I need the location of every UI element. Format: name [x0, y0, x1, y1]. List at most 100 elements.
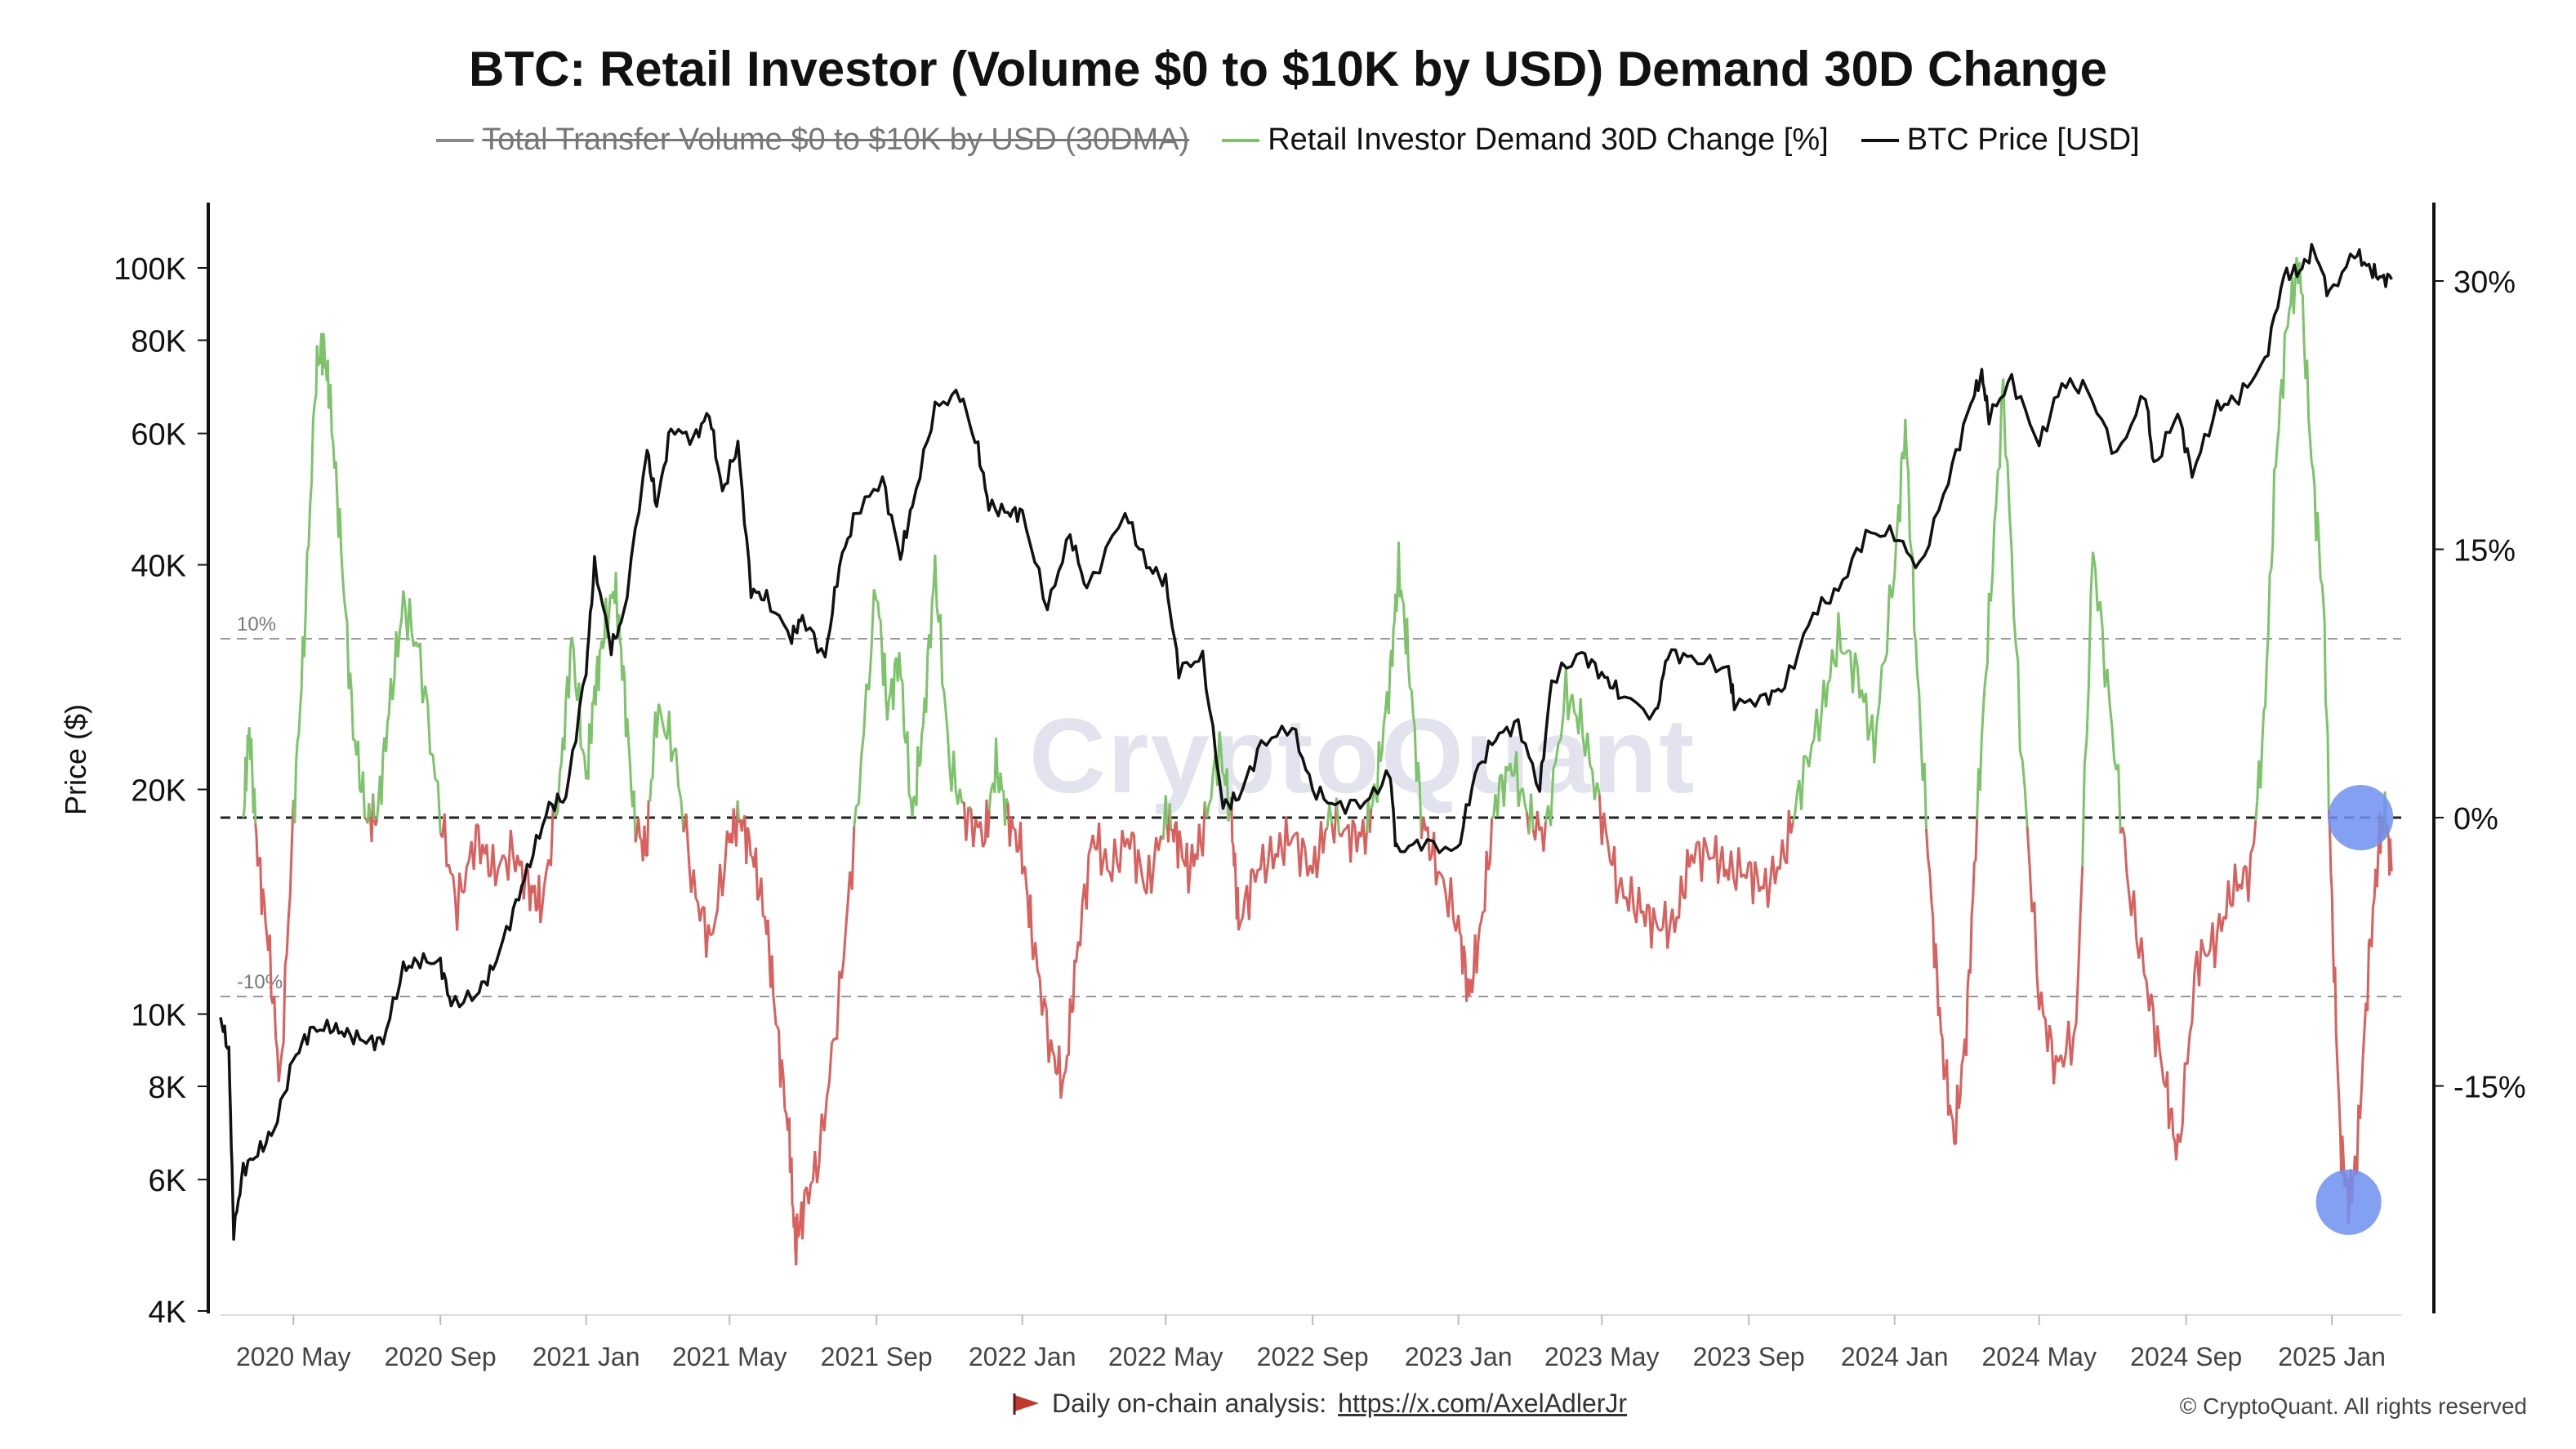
- demand-line-segment: [2300, 292, 2303, 296]
- demand-line-segment: [662, 724, 666, 735]
- demand-line-segment: [772, 995, 776, 1010]
- x-tick-label: 2020 Sep: [385, 1342, 497, 1371]
- highlight-marker: [2328, 785, 2394, 850]
- demand-line-segment: [842, 930, 848, 961]
- demand-line-segment: [2320, 583, 2325, 604]
- demand-line-segment: [1875, 703, 1881, 724]
- legend-item-demand[interactable]: Retail Investor Demand 30D Change [%]: [1222, 123, 1829, 158]
- x-tick-label: 2024 Sep: [2130, 1342, 2242, 1371]
- footer-analysis-link[interactable]: https://x.com/AxelAdlerJr: [1338, 1389, 1628, 1418]
- demand-line-segment: [1856, 667, 1861, 698]
- x-tick-label: 2021 Jan: [533, 1342, 640, 1371]
- demand-line-segment: [2167, 1111, 2172, 1130]
- demand-line-segment: [410, 632, 416, 647]
- demand-line-segment: [1471, 973, 1475, 993]
- demand-line-segment: [1480, 911, 1485, 922]
- demand-line-segment: [887, 693, 892, 702]
- demand-line-segment: [1957, 1096, 1962, 1109]
- demand-line-segment: [1994, 469, 1999, 505]
- demand-line-segment: [989, 786, 994, 794]
- demand-line-segment: [424, 685, 430, 703]
- demand-line-segment: [1168, 803, 1173, 831]
- demand-line-segment: [263, 901, 267, 924]
- demand-line-segment: [2261, 710, 2266, 745]
- demand-line-segment: [1287, 843, 1291, 847]
- demand-line-segment: [958, 788, 964, 804]
- demand-line-segment: [1708, 856, 1713, 861]
- demand-line-segment: [706, 924, 712, 936]
- demand-line-segment: [1355, 831, 1361, 853]
- demand-line-segment: [1010, 817, 1015, 830]
- demand-line-segment: [567, 649, 572, 698]
- x-tick-label: 2021 Sep: [821, 1342, 933, 1371]
- demand-line-segment: [2110, 726, 2116, 760]
- demand-line-segment: [747, 836, 752, 857]
- demand-line-segment: [1496, 776, 1501, 816]
- demand-line-segment: [539, 910, 544, 924]
- demand-line-segment: [1299, 837, 1304, 877]
- demand-line-segment: [1654, 920, 1660, 930]
- demand-line-segment: [2142, 973, 2148, 983]
- demand-line-segment: [1462, 945, 1467, 958]
- demand-line-segment: [1613, 846, 1618, 904]
- demand-line-segment: [492, 844, 497, 886]
- demand-line-segment: [342, 598, 347, 613]
- demand-line-segment: [497, 861, 502, 870]
- demand-line-segment: [1411, 715, 1416, 729]
- demand-line-segment: [2083, 740, 2088, 765]
- demand-line-segment: [2317, 543, 2322, 581]
- demand-line-segment: [1502, 766, 1508, 807]
- demand-line-segment: [1873, 722, 1879, 764]
- demand-line-segment: [280, 1041, 285, 1053]
- watermark: CryptoQuant: [1029, 696, 1696, 815]
- demand-line-segment: [872, 588, 878, 601]
- demand-line-segment: [1247, 869, 1253, 921]
- demand-line-segment: [2323, 622, 2327, 702]
- demand-line-segment: [1692, 842, 1698, 864]
- demand-line-segment: [1137, 849, 1142, 864]
- demand-line-segment: [261, 888, 266, 902]
- demand-line-segment: [1837, 612, 1843, 652]
- highlight-marker: [2315, 1169, 2382, 1235]
- demand-line-segment: [694, 898, 699, 903]
- demand-line-segment: [1050, 1039, 1054, 1052]
- legend-item-price[interactable]: BTC Price [USD]: [1861, 123, 2140, 158]
- demand-line-segment: [1422, 816, 1427, 832]
- demand-line-segment: [1437, 870, 1442, 875]
- demand-line-segment: [883, 653, 888, 700]
- demand-line-segment: [1825, 682, 1829, 708]
- demand-line-segment: [2207, 948, 2212, 956]
- demand-line-segment: [350, 693, 354, 741]
- demand-line-segment: [601, 640, 606, 649]
- demand-line-segment: [1927, 858, 1932, 873]
- demand-line-segment: [783, 1109, 788, 1115]
- demand-line-segment: [1321, 831, 1327, 854]
- demand-line-segment: [655, 703, 661, 738]
- demand-line-segment: [2298, 262, 2302, 294]
- demand-line-segment: [1434, 871, 1440, 885]
- demand-line-segment: [2226, 880, 2232, 906]
- demand-line-segment: [1602, 812, 1607, 832]
- demand-line-segment: [925, 654, 929, 713]
- legend-item-volume[interactable]: Total Transfer Volume $0 to $10K by USD …: [436, 123, 1189, 158]
- demand-line-segment: [1703, 836, 1709, 849]
- demand-line-segment: [1210, 771, 1214, 800]
- demand-line-segment: [1989, 574, 1994, 602]
- demand-line-segment: [732, 808, 737, 829]
- demand-line-segment: [946, 732, 951, 765]
- demand-line-segment: [2002, 378, 2007, 455]
- demand-line-segment: [1181, 858, 1185, 863]
- demand-line-segment: [825, 1081, 831, 1099]
- demand-line-segment: [302, 613, 307, 658]
- demand-line-segment: [1938, 1006, 1943, 1033]
- y-left-tick-label: 4K: [149, 1295, 186, 1330]
- demand-line-segment: [1130, 831, 1135, 836]
- demand-line-segment: [456, 872, 461, 931]
- demand-line-segment: [815, 1163, 821, 1184]
- demand-line-segment: [1401, 598, 1405, 604]
- demand-line-segment: [775, 1023, 778, 1028]
- demand-line-segment: [581, 749, 586, 756]
- demand-line-segment: [901, 681, 906, 734]
- demand-line-segment: [1930, 903, 1935, 917]
- demand-line-segment: [1620, 876, 1625, 899]
